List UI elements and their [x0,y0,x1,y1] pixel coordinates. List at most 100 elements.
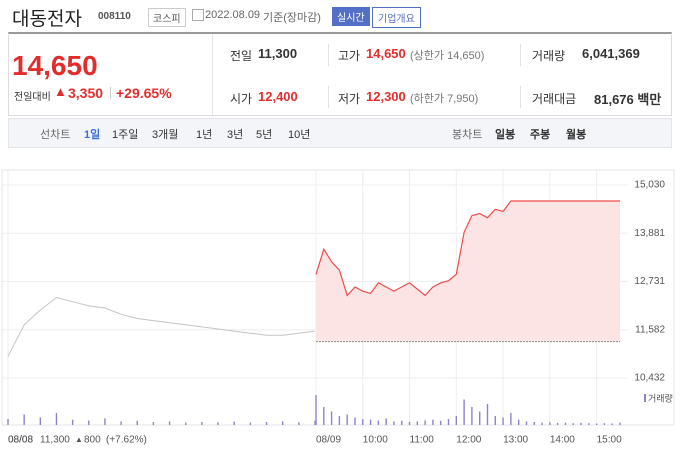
volume-bar [385,418,387,425]
realtime-button[interactable]: 실시간 [332,7,370,26]
volume-bar [217,422,219,425]
tab[interactable]: 1일 [84,129,101,141]
price-line [315,200,620,297]
y-tick-label: 10,432 [634,373,665,384]
stat-label: 전일 [230,49,253,63]
stat-value: 11,300 [258,46,298,61]
current-price: 14,650 [12,50,98,81]
stat-note: (하한가 7,950) [410,93,479,105]
volume-bar [486,404,489,425]
x-tick-label: 08/08 [8,435,33,446]
volume-bar [603,423,606,425]
stock-code: 008110 [98,11,131,22]
volume-bar [233,421,235,425]
stat-label: 거래대금 [532,92,577,106]
volume-bar [611,423,613,425]
volume-bar [572,423,574,425]
area-fill [316,201,620,342]
volume-bar [323,407,325,425]
volume-bar [463,399,465,425]
tab[interactable]: 3개월 [152,129,179,141]
volume-bar [478,411,481,425]
rate: +29.65% [116,85,172,101]
stat-label: 저가 [338,92,361,106]
tab[interactable]: 5년 [256,129,273,141]
tab-group-label: 봉차트 [452,129,483,141]
volume-bar [354,417,356,425]
divider [328,86,329,108]
stat-value: 12,400 [258,89,298,104]
divider [212,34,213,116]
x-tick-label: 13:00 [503,435,528,446]
date: 2022.08.09 [205,9,261,21]
chart: 10,432 11,582 12,731 13,881 15,030 08/08 08/09… [1,169,675,446]
market-badge: 코스피 [148,8,186,27]
volume-bar [168,421,171,425]
volume-bar [525,421,528,425]
tab[interactable]: 주봉 [530,129,551,141]
divider [328,44,329,66]
basis: 기준(장마감) [263,12,321,24]
x-tick-label: 15:00 [597,435,622,446]
footer-rate: (+7.62%) [106,435,147,446]
volume-legend: 거래량 [648,392,673,403]
stat-label: 거래량 [532,49,566,63]
tab[interactable]: 1주일 [112,129,139,141]
tab-group-label: 선차트 [40,129,71,141]
volume-bar [201,422,203,425]
volume-bar [314,420,316,425]
stat-value: 12,300 [366,89,406,104]
volume-bar [541,422,543,425]
volume-bar [265,422,268,425]
company-button[interactable]: 기업개요 [372,7,421,28]
footer-arrow: ▲ [75,435,83,444]
volume-bar [338,416,341,425]
footer-price: 11,300 [40,435,70,446]
tab[interactable]: 월봉 [566,129,587,141]
stat-value: 14,650 [366,46,406,61]
volume-bar [510,413,512,425]
y-tick-label: 11,582 [635,324,665,335]
volume-bar [185,422,187,425]
y-tick-label: 12,731 [634,276,665,287]
tab[interactable]: 일봉 [495,129,516,141]
summary-box [8,32,672,116]
volume-bar [7,419,9,425]
volume-bar [377,420,380,425]
stat-label: 고가 [338,49,361,63]
volume-bar [517,419,520,425]
up-arrow: ▲ [54,84,67,99]
volume-bar [71,419,74,425]
divider [520,86,521,108]
volume-bar [401,420,403,425]
x-tick-label: 12:00 [456,435,481,446]
volume-bar [471,407,473,425]
price-line [7,296,316,357]
volume-bar [152,422,155,425]
divider [110,87,111,99]
y-tick-label: 15,030 [634,180,665,191]
volume-bar [564,422,567,425]
x-tick-label: 14:00 [550,435,575,446]
tab-bar [8,118,672,148]
x-tick-label: 08/09 [316,435,341,446]
volume-bar [455,416,458,425]
volume-bar [432,419,434,425]
volume-bar [580,422,582,425]
tab[interactable]: 1년 [196,129,213,141]
footer-change: 800 [84,435,101,446]
tab[interactable]: 10년 [288,129,311,141]
volume-bar [619,422,621,425]
volume-bar [588,423,590,425]
volume-bar [315,395,317,425]
tab[interactable]: 3년 [227,129,244,141]
volume-bar [447,419,450,425]
stock-name: 대동전자 [12,9,82,30]
volume-bar [369,419,372,425]
volume-bar [346,414,348,425]
volume-bar [393,421,395,425]
volume-bar [494,416,496,425]
